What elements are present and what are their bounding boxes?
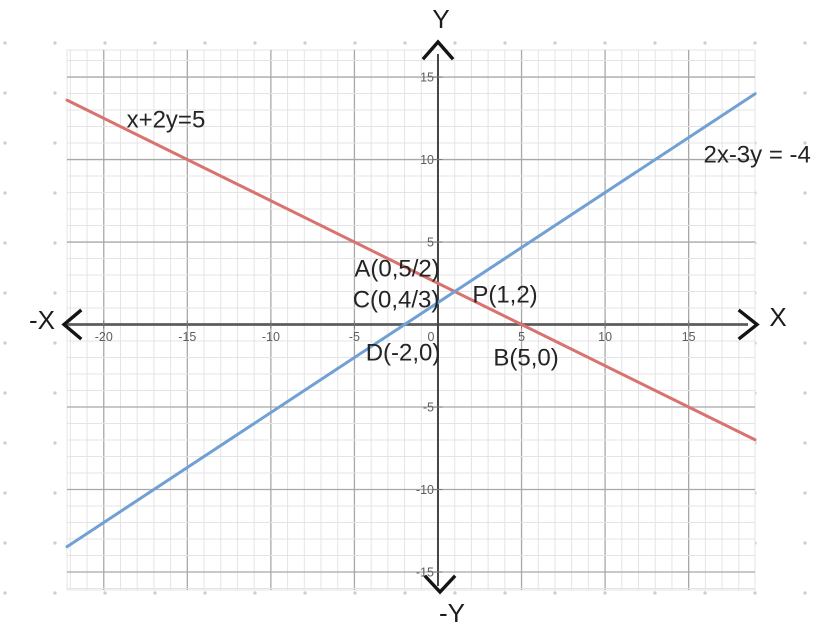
y-axis-negative-arrow-icon: [423, 574, 457, 595]
y-axis-tick-label: 15: [420, 71, 434, 85]
label-P: P(1,2): [472, 282, 537, 309]
y-axis-tick-label: 10: [420, 153, 434, 167]
x-axis-tick-label: 15: [682, 330, 696, 344]
x-axis-positive-arrow-icon: [737, 308, 760, 341]
x-axis-tick-label: -15: [178, 330, 196, 344]
x-axis-positive-label: X: [769, 302, 786, 332]
x-axis-tick-label: 0: [428, 330, 435, 344]
x-axis-negative-arrow-icon: [61, 308, 83, 341]
label-D: D(-2,0): [366, 340, 441, 367]
equation-line-1: [65, 92, 757, 549]
label-A: A(0,5/2): [354, 256, 439, 283]
y-axis-tick-label: -10: [416, 483, 434, 497]
equation-line-0: [65, 98, 757, 442]
x-axis-tick-label: -10: [262, 330, 280, 344]
y-axis-positive-label: Y: [432, 4, 449, 34]
x-axis-tick-label: 10: [598, 330, 612, 344]
x-axis-tick-label: -20: [95, 330, 113, 344]
label-eq-red: x+2y=5: [127, 107, 206, 134]
y-axis-negative-label: -Y: [439, 598, 465, 628]
x-axis-negative-label: -X: [29, 305, 55, 335]
label-B: B(5,0): [493, 345, 558, 372]
y-axis-positive-arrow-icon: [421, 39, 455, 61]
y-axis-tick-label: 5: [427, 236, 434, 250]
label-eq-blue: 2x-3y = -4: [703, 142, 810, 169]
label-C: C(0,4/3): [353, 286, 440, 313]
x-axis-tick-label: -5: [349, 330, 360, 344]
y-axis-tick-label: -15: [416, 566, 434, 580]
x-axis-tick-label: 5: [518, 330, 525, 344]
y-axis-tick-label: -5: [423, 401, 434, 415]
